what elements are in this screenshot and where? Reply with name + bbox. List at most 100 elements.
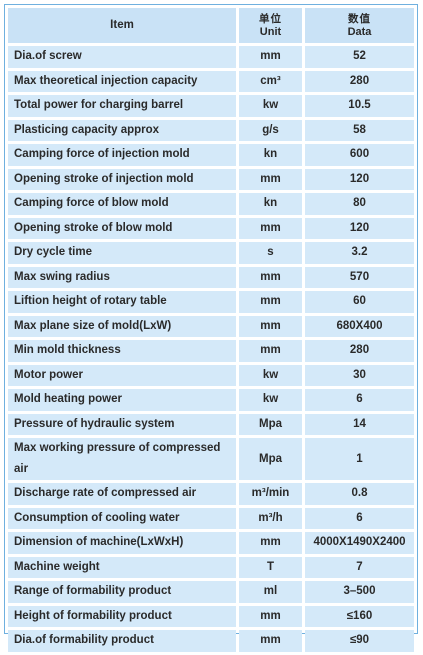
cell-value: 6	[305, 389, 414, 411]
cell-value: 30	[305, 364, 414, 386]
cell-unit: mm	[239, 630, 302, 652]
cell-value: ≤90	[305, 630, 414, 652]
cell-unit: mm	[239, 340, 302, 362]
table-row: Max swing radius mm 570	[8, 266, 414, 288]
cell-item: Motor power	[8, 364, 236, 386]
cell-unit: mm	[239, 46, 302, 68]
cell-item: Camping force of injection mold	[8, 144, 236, 166]
header-data: 数值 Data	[305, 8, 414, 43]
cell-unit: kw	[239, 364, 302, 386]
cell-item: Camping force of blow mold	[8, 193, 236, 215]
cell-unit: kw	[239, 95, 302, 117]
spec-sheet: Item 单位 Unit 数值 Data Dia.of screw mm 52 Max…	[4, 4, 418, 652]
cell-unit: m³/h	[239, 507, 302, 529]
cell-item: Opening stroke of blow mold	[8, 217, 236, 239]
cell-unit: m³/min	[239, 483, 302, 505]
cell-value: 80	[305, 193, 414, 215]
cell-value: 0.8	[305, 483, 414, 505]
cell-item: Range of formability product	[8, 581, 236, 603]
cell-item: Discharge rate of compressed air	[8, 483, 236, 505]
table-row: Dia.of formability product mm ≤90	[8, 630, 414, 652]
cell-value: 570	[305, 266, 414, 288]
cell-unit: mm	[239, 266, 302, 288]
cell-value: 3.2	[305, 242, 414, 264]
table-row: Pressure of hydraulic system Mpa 14	[8, 413, 414, 435]
cell-unit: g/s	[239, 119, 302, 141]
cell-value: 280	[305, 70, 414, 92]
table-row: Range of formability product ml 3–500	[8, 581, 414, 603]
table-row: Height of formability product mm ≤160	[8, 605, 414, 627]
cell-item: Max working pressure of compressed air	[8, 438, 236, 480]
header-data-zh: 数值	[348, 12, 371, 25]
table-row: Min mold thickness mm 280	[8, 340, 414, 362]
table-row: Camping force of injection mold kn 600	[8, 144, 414, 166]
table-row: Consumption of cooling water m³/h 6	[8, 507, 414, 529]
cell-item: Dia.of screw	[8, 46, 236, 68]
cell-value: 600	[305, 144, 414, 166]
table-row: Dimension of machine(LxWxH) mm 4000X1490X2…	[8, 532, 414, 554]
cell-value: 1	[305, 438, 414, 480]
cell-item: Height of formability product	[8, 605, 236, 627]
header-data-en: Data	[347, 25, 372, 38]
cell-value: 7	[305, 556, 414, 578]
cell-value: 120	[305, 217, 414, 239]
cell-item: Machine weight	[8, 556, 236, 578]
cell-unit: mm	[239, 217, 302, 239]
cell-item: Mold heating power	[8, 389, 236, 411]
cell-unit: s	[239, 242, 302, 264]
cell-item: Consumption of cooling water	[8, 507, 236, 529]
cell-item: Dry cycle time	[8, 242, 236, 264]
header-unit: 单位 Unit	[239, 8, 302, 43]
table-row: Opening stroke of blow mold mm 120	[8, 217, 414, 239]
table-row: Dry cycle time s 3.2	[8, 242, 414, 264]
cell-value: 3–500	[305, 581, 414, 603]
header-item: Item	[8, 8, 236, 43]
cell-unit: kn	[239, 144, 302, 166]
cell-unit: mm	[239, 605, 302, 627]
cell-item: Opening stroke of injection mold	[8, 168, 236, 190]
table-header-row: Item 单位 Unit 数值 Data	[8, 8, 414, 43]
cell-value: 10.5	[305, 95, 414, 117]
cell-item: Plasticing capacity approx	[8, 119, 236, 141]
cell-value: 4000X1490X2400	[305, 532, 414, 554]
table-row: Max plane size of mold(LxW) mm 680X400	[8, 315, 414, 337]
cell-unit: Mpa	[239, 413, 302, 435]
cell-value: 60	[305, 291, 414, 313]
cell-value: 280	[305, 340, 414, 362]
cell-item: Max theoretical injection capacity	[8, 70, 236, 92]
cell-unit: kw	[239, 389, 302, 411]
table-row: Motor power kw 30	[8, 364, 414, 386]
table-row: Discharge rate of compressed air m³/min 0.…	[8, 483, 414, 505]
cell-item: Liftion height of rotary table	[8, 291, 236, 313]
cell-value: 14	[305, 413, 414, 435]
table-row: Machine weight T 7	[8, 556, 414, 578]
cell-unit: Mpa	[239, 438, 302, 480]
cell-unit: mm	[239, 315, 302, 337]
cell-unit: ml	[239, 581, 302, 603]
cell-value: 120	[305, 168, 414, 190]
cell-item: Dia.of formability product	[8, 630, 236, 652]
cell-item: Min mold thickness	[8, 340, 236, 362]
table-row: Dia.of screw mm 52	[8, 46, 414, 68]
spec-table: Item 单位 Unit 数值 Data Dia.of screw mm 52 Max…	[5, 5, 417, 655]
header-unit-zh: 单位	[259, 12, 282, 25]
table-row: Plasticing capacity approx g/s 58	[8, 119, 414, 141]
header-unit-en: Unit	[259, 25, 282, 38]
table-row: Max working pressure of compressed air Mp…	[8, 438, 414, 480]
cell-item: Max plane size of mold(LxW)	[8, 315, 236, 337]
cell-value: 6	[305, 507, 414, 529]
cell-item: Dimension of machine(LxWxH)	[8, 532, 236, 554]
cell-unit: T	[239, 556, 302, 578]
cell-item: Total power for charging barrel	[8, 95, 236, 117]
table-row: Max theoretical injection capacity cm³ 280	[8, 70, 414, 92]
table-row: Mold heating power kw 6	[8, 389, 414, 411]
cell-unit: mm	[239, 168, 302, 190]
cell-value: 52	[305, 46, 414, 68]
cell-unit: kn	[239, 193, 302, 215]
table-row: Liftion height of rotary table mm 60	[8, 291, 414, 313]
cell-value: 680X400	[305, 315, 414, 337]
cell-value: ≤160	[305, 605, 414, 627]
cell-item: Pressure of hydraulic system	[8, 413, 236, 435]
table-row: Camping force of blow mold kn 80	[8, 193, 414, 215]
cell-unit: mm	[239, 532, 302, 554]
